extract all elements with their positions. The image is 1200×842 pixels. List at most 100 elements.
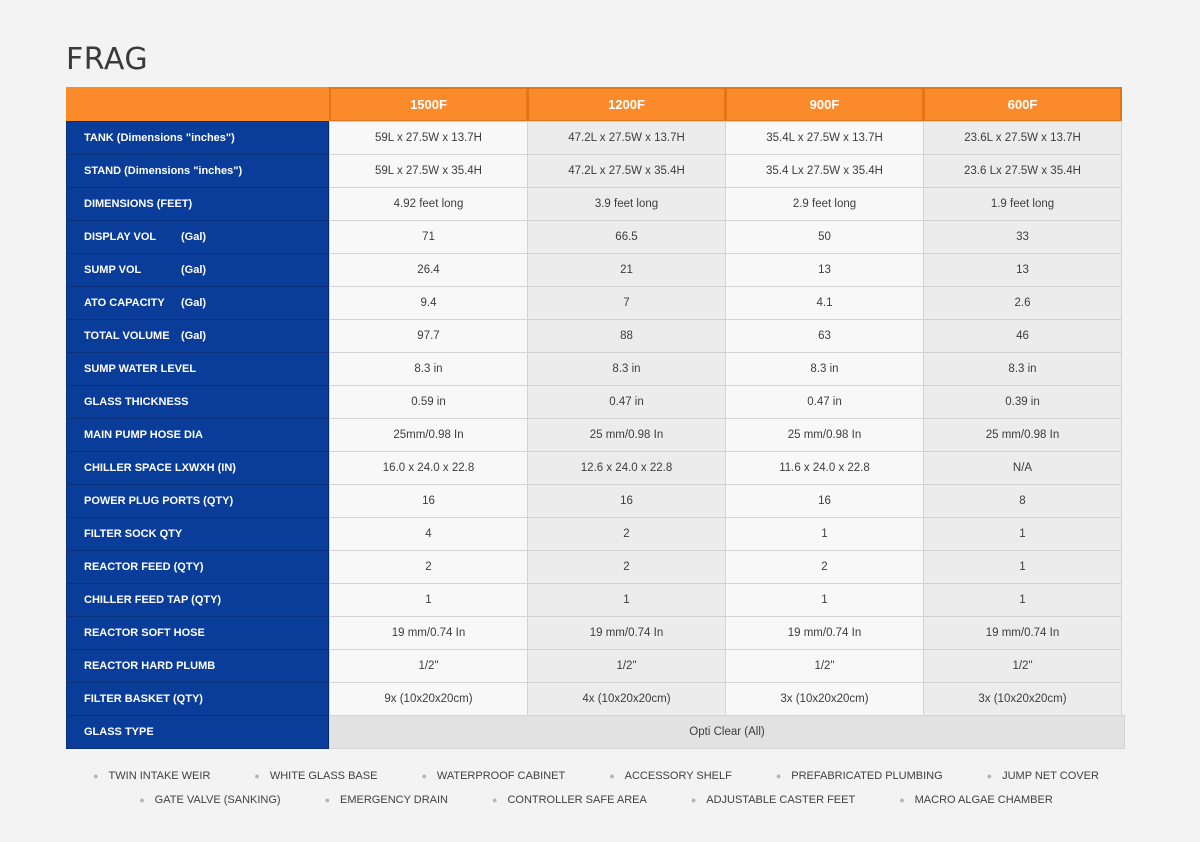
- row-label-text: TOTAL VOLUME: [84, 330, 170, 342]
- table-cell: 1/2": [725, 649, 924, 683]
- bullet-icon: ●: [690, 795, 697, 805]
- table-row: CHILLER SPACE LXWXH (IN) 16.0 x 24.0 x 22…: [66, 451, 1126, 485]
- table-cell: 8.3 in: [725, 352, 924, 386]
- row-label-text: REACTOR FEED (QTY): [84, 561, 204, 573]
- table-cell: 1: [923, 517, 1122, 551]
- feature-label: ADJUSTABLE CASTER FEET: [706, 794, 856, 806]
- row-label: DIMENSIONS (FEET): [66, 187, 330, 221]
- spec-table: 1500F 1200F 900F 600F TANK (Dimensions "…: [66, 87, 1126, 749]
- feature-item: ● TWIN INTAKE WEIR: [93, 770, 210, 782]
- feature-item: ● JUMP NET COVER: [987, 770, 1099, 782]
- row-label-text: TANK (Dimensions "inches"): [84, 132, 235, 144]
- table-row: STAND (Dimensions "inches") 59L x 27.5W x…: [66, 154, 1126, 188]
- table-cell: 47.2L x 27.5W x 13.7H: [527, 121, 726, 155]
- features-row-2: ● GATE VALVE (SANKING) ● EMERGENCY DRAIN ● CO…: [66, 788, 1126, 812]
- bullet-icon: ●: [324, 795, 331, 805]
- table-cell: 0.59 in: [329, 385, 528, 419]
- row-label: STAND (Dimensions "inches"): [66, 154, 330, 188]
- table-cell: 4.92 feet long: [329, 187, 528, 221]
- feature-label: WATERPROOF CABINET: [436, 770, 566, 782]
- table-row: FILTER SOCK QTY 4 2 1 1: [66, 517, 1126, 551]
- column-header-900f: 900F: [725, 87, 924, 122]
- table-cell: 0.47 in: [527, 385, 726, 419]
- row-label: FILTER SOCK QTY: [66, 517, 330, 551]
- table-cell: 13: [923, 253, 1122, 287]
- table-cell: 50: [725, 220, 924, 254]
- feature-label: CONTROLLER SAFE AREA: [507, 794, 647, 806]
- column-header-1500f: 1500F: [329, 87, 528, 122]
- bullet-icon: ●: [492, 795, 498, 805]
- header-corner-cell: [66, 87, 330, 122]
- row-label-text: GLASS THICKNESS: [84, 396, 189, 408]
- bullet-icon: ●: [775, 771, 782, 781]
- table-row: DISPLAY VOL (Gal) 71 66.5 50 33: [66, 220, 1126, 254]
- feature-item: ● ACCESSORY SHELF: [609, 770, 732, 782]
- bullet-icon: ●: [421, 771, 427, 781]
- column-header-1200f: 1200F: [527, 87, 726, 122]
- features-row-1: ● TWIN INTAKE WEIR ● WHITE GLASS BASE ● WATER…: [66, 764, 1126, 788]
- row-label: GLASS THICKNESS: [66, 385, 330, 419]
- table-row: TOTAL VOLUME (Gal) 97.7 88 63 46: [66, 319, 1126, 353]
- table-cell: 2: [527, 550, 726, 584]
- row-label: REACTOR FEED (QTY): [66, 550, 330, 584]
- row-label-text: DISPLAY VOL: [84, 231, 157, 243]
- table-cell: 9x (10x20x20cm): [329, 682, 528, 716]
- table-row: GLASS THICKNESS 0.59 in 0.47 in 0.47 in 0.39…: [66, 385, 1126, 419]
- table-cell: 21: [527, 253, 726, 287]
- feature-item: ● CONTROLLER SAFE AREA: [492, 794, 647, 806]
- table-row-glass-type: GLASS TYPE Opti Clear (All): [66, 715, 1126, 749]
- table-cell: 1: [923, 550, 1122, 584]
- table-cell: 16: [329, 484, 528, 518]
- table-cell: 2: [329, 550, 528, 584]
- table-cell: 71: [329, 220, 528, 254]
- table-cell: 63: [725, 319, 924, 353]
- row-label: GLASS TYPE: [66, 715, 330, 749]
- table-cell: 46: [923, 319, 1122, 353]
- table-cell: 23.6 Lx 27.5W x 35.4H: [923, 154, 1122, 188]
- table-cell: 26.4: [329, 253, 528, 287]
- table-row: CHILLER FEED TAP (QTY) 1 1 1 1: [66, 583, 1126, 617]
- row-unit: (Gal): [181, 330, 207, 342]
- table-cell: 25 mm/0.98 In: [923, 418, 1122, 452]
- table-row: TANK (Dimensions "inches") 59L x 27.5W x …: [66, 121, 1126, 155]
- table-row: DIMENSIONS (FEET) 4.92 feet long 3.9 feet …: [66, 187, 1126, 221]
- feature-item: ● WHITE GLASS BASE: [254, 770, 377, 782]
- table-cell: 1/2": [527, 649, 726, 683]
- row-label-text: SUMP VOL: [84, 264, 142, 276]
- table-row: MAIN PUMP HOSE DIA 25mm/0.98 In 25 mm/0.98…: [66, 418, 1126, 452]
- row-label: CHILLER SPACE LXWXH (IN): [66, 451, 330, 485]
- feature-item: ● MACRO ALGAE CHAMBER: [899, 794, 1053, 806]
- table-cell: 0.47 in: [725, 385, 924, 419]
- table-row: REACTOR FEED (QTY) 2 2 2 1: [66, 550, 1126, 584]
- table-cell: 2.9 feet long: [725, 187, 924, 221]
- row-label: REACTOR HARD PLUMB: [66, 649, 330, 683]
- row-label: SUMP VOL (Gal): [66, 253, 330, 287]
- row-label: MAIN PUMP HOSE DIA: [66, 418, 330, 452]
- row-unit: (Gal): [181, 231, 207, 243]
- feature-label: JUMP NET COVER: [1002, 770, 1099, 782]
- feature-item: ● ADJUSTABLE CASTER FEET: [691, 794, 855, 806]
- table-cell: 2: [725, 550, 924, 584]
- feature-label: WHITE GLASS BASE: [269, 770, 378, 782]
- row-label: ATO CAPACITY (Gal): [66, 286, 330, 320]
- table-cell: 47.2L x 27.5W x 35.4H: [527, 154, 726, 188]
- bullet-icon: ●: [93, 771, 99, 781]
- feature-item: ● PREFABRICATED PLUMBING: [776, 770, 943, 782]
- table-cell: 19 mm/0.74 In: [923, 616, 1122, 650]
- row-label: FILTER BASKET (QTY): [66, 682, 330, 716]
- table-cell: 8.3 in: [527, 352, 726, 386]
- bullet-icon: ●: [139, 795, 145, 805]
- row-unit: (Gal): [181, 264, 207, 276]
- table-cell: 1: [725, 517, 924, 551]
- table-cell: 2: [527, 517, 726, 551]
- glass-type-value: Opti Clear (All): [329, 715, 1125, 749]
- table-row: SUMP VOL (Gal) 26.4 21 13 13: [66, 253, 1126, 287]
- row-label-text: CHILLER FEED TAP (QTY): [84, 594, 222, 606]
- table-cell: 3x (10x20x20cm): [923, 682, 1122, 716]
- table-cell: 66.5: [527, 220, 726, 254]
- table-cell: 8: [923, 484, 1122, 518]
- column-header-600f: 600F: [923, 87, 1122, 122]
- row-label: POWER PLUG PORTS (QTY): [66, 484, 330, 518]
- row-label-text: ATO CAPACITY: [84, 297, 165, 309]
- table-row: FILTER BASKET (QTY) 9x (10x20x20cm) 4x (10…: [66, 682, 1126, 716]
